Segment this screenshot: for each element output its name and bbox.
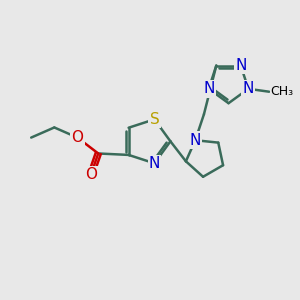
- Text: O: O: [71, 130, 83, 145]
- Text: S: S: [150, 112, 159, 127]
- Text: N: N: [149, 156, 160, 171]
- Text: N: N: [235, 58, 246, 73]
- Text: N: N: [203, 81, 214, 96]
- Text: N: N: [243, 81, 254, 96]
- Text: O: O: [85, 167, 97, 182]
- Text: CH₃: CH₃: [271, 85, 294, 98]
- Text: N: N: [190, 133, 201, 148]
